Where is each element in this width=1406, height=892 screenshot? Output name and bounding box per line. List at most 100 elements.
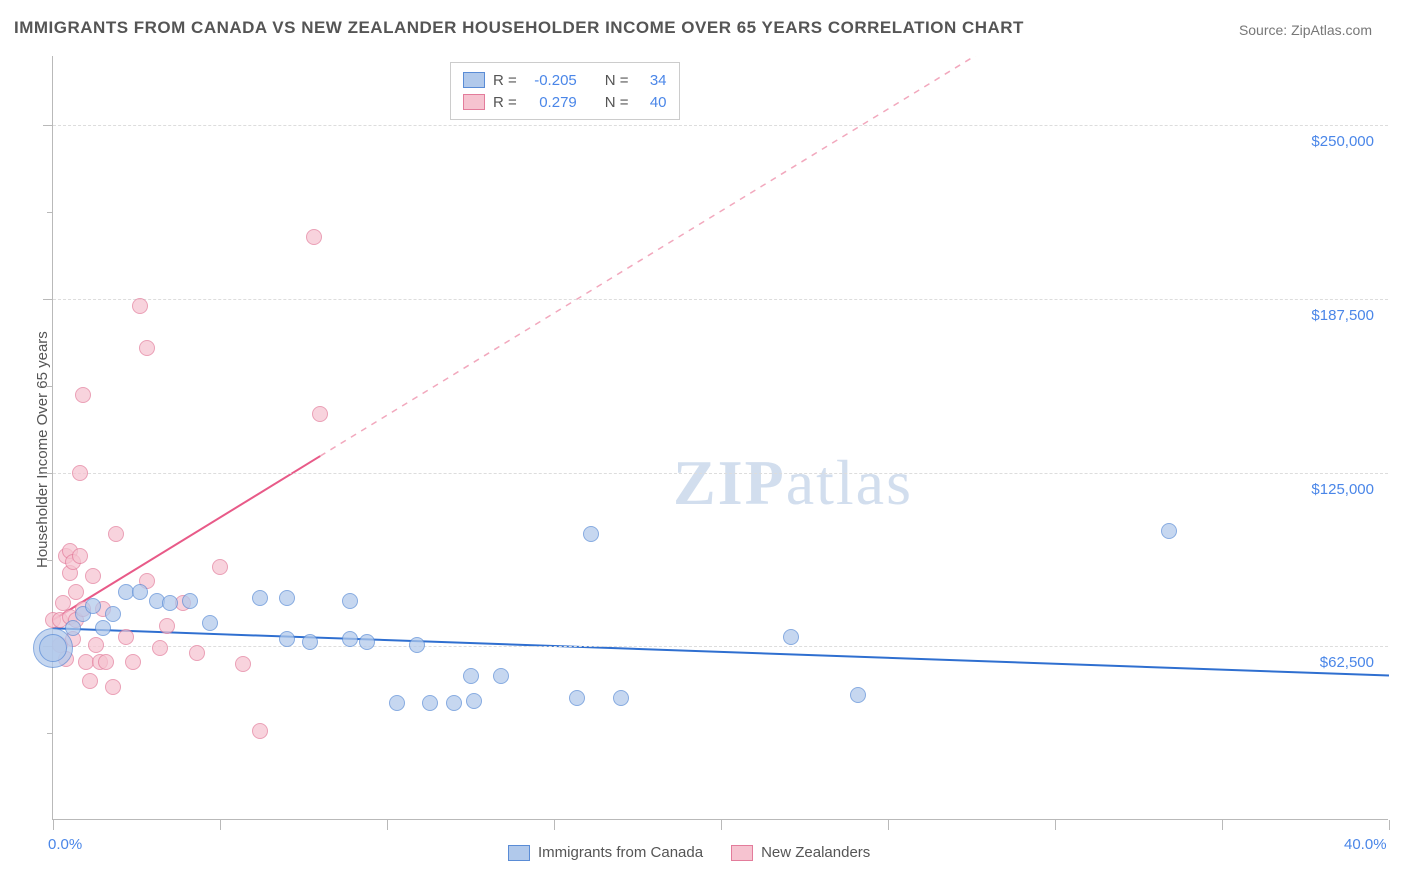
legend-swatch bbox=[731, 845, 753, 861]
trend-lines-svg bbox=[53, 56, 1389, 820]
scatter-point-blue bbox=[65, 620, 81, 636]
legend-r-prefix: R = bbox=[493, 94, 517, 111]
x-tick bbox=[554, 820, 555, 830]
legend-r-value: -0.205 bbox=[525, 72, 577, 89]
scatter-point-pink bbox=[68, 584, 84, 600]
y-tick-label: $125,000 bbox=[1311, 481, 1374, 498]
watermark-bold: ZIP bbox=[673, 447, 786, 518]
scatter-point-pink bbox=[85, 568, 101, 584]
scatter-point-blue bbox=[466, 693, 482, 709]
scatter-point-pink bbox=[235, 656, 251, 672]
scatter-point-blue bbox=[39, 634, 67, 662]
x-tick bbox=[888, 820, 889, 830]
scatter-point-pink bbox=[88, 637, 104, 653]
y-tick-minor bbox=[47, 386, 53, 387]
legend-series-label: Immigrants from Canada bbox=[538, 844, 703, 861]
stats-legend: R = -0.205 N = 34 R = 0.279 N = 40 bbox=[450, 62, 680, 120]
scatter-point-pink bbox=[132, 298, 148, 314]
gridline-h bbox=[53, 473, 1388, 474]
x-tick bbox=[53, 820, 54, 830]
scatter-point-blue bbox=[446, 695, 462, 711]
y-tick-minor bbox=[47, 733, 53, 734]
stats-legend-row: R = -0.205 N = 34 bbox=[463, 69, 667, 91]
scatter-point-pink bbox=[108, 526, 124, 542]
scatter-point-pink bbox=[189, 645, 205, 661]
source-attribution: Source: ZipAtlas.com bbox=[1239, 22, 1372, 38]
x-tick bbox=[220, 820, 221, 830]
scatter-point-pink bbox=[159, 618, 175, 634]
scatter-point-blue bbox=[279, 631, 295, 647]
legend-series-label: New Zealanders bbox=[761, 844, 870, 861]
scatter-point-blue bbox=[342, 631, 358, 647]
scatter-point-pink bbox=[72, 548, 88, 564]
scatter-point-blue bbox=[302, 634, 318, 650]
scatter-point-blue bbox=[583, 526, 599, 542]
y-tick-label: $62,500 bbox=[1320, 654, 1374, 671]
gridline-h bbox=[53, 299, 1388, 300]
scatter-point-pink bbox=[139, 340, 155, 356]
gridline-h bbox=[53, 646, 1388, 647]
scatter-point-pink bbox=[152, 640, 168, 656]
y-tick-minor bbox=[47, 560, 53, 561]
x-tick bbox=[1055, 820, 1056, 830]
legend-n-value: 34 bbox=[637, 72, 667, 89]
x-tick bbox=[1222, 820, 1223, 830]
scatter-point-blue bbox=[342, 593, 358, 609]
scatter-point-blue bbox=[409, 637, 425, 653]
scatter-point-blue bbox=[162, 595, 178, 611]
scatter-point-pink bbox=[98, 654, 114, 670]
scatter-point-pink bbox=[75, 387, 91, 403]
scatter-point-pink bbox=[82, 673, 98, 689]
series-legend-item: Immigrants from Canada bbox=[508, 844, 703, 861]
y-axis-label: Householder Income Over 65 years bbox=[34, 331, 51, 568]
x-axis-min-label: 0.0% bbox=[48, 836, 82, 853]
scatter-point-pink bbox=[212, 559, 228, 575]
scatter-point-blue bbox=[105, 606, 121, 622]
y-tick-minor bbox=[47, 212, 53, 213]
legend-swatch bbox=[463, 94, 485, 110]
y-tick bbox=[43, 125, 53, 126]
scatter-point-pink bbox=[312, 406, 328, 422]
legend-swatch bbox=[508, 845, 530, 861]
scatter-point-pink bbox=[105, 679, 121, 695]
scatter-point-blue bbox=[850, 687, 866, 703]
scatter-point-pink bbox=[252, 723, 268, 739]
stats-legend-row: R = 0.279 N = 40 bbox=[463, 91, 667, 113]
chart-title: IMMIGRANTS FROM CANADA VS NEW ZEALANDER … bbox=[14, 18, 1024, 38]
x-tick bbox=[387, 820, 388, 830]
scatter-point-blue bbox=[85, 598, 101, 614]
series-legend-item: New Zealanders bbox=[731, 844, 870, 861]
scatter-point-pink bbox=[72, 465, 88, 481]
scatter-point-blue bbox=[389, 695, 405, 711]
series-legend: Immigrants from Canada New Zealanders bbox=[508, 844, 870, 861]
legend-r-prefix: R = bbox=[493, 72, 517, 89]
scatter-point-blue bbox=[182, 593, 198, 609]
scatter-point-blue bbox=[95, 620, 111, 636]
scatter-point-blue bbox=[783, 629, 799, 645]
scatter-point-blue bbox=[202, 615, 218, 631]
plot-area: ZIPatlas $62,500$125,000$187,500$250,000 bbox=[52, 56, 1388, 820]
scatter-point-blue bbox=[422, 695, 438, 711]
y-tick bbox=[43, 299, 53, 300]
legend-n-prefix: N = bbox=[605, 72, 629, 89]
legend-n-prefix: N = bbox=[605, 94, 629, 111]
scatter-point-blue bbox=[569, 690, 585, 706]
y-tick-label: $250,000 bbox=[1311, 133, 1374, 150]
gridline-h bbox=[53, 125, 1388, 126]
scatter-point-pink bbox=[118, 629, 134, 645]
legend-n-value: 40 bbox=[637, 94, 667, 111]
scatter-point-pink bbox=[306, 229, 322, 245]
scatter-point-blue bbox=[252, 590, 268, 606]
watermark: ZIPatlas bbox=[673, 446, 913, 520]
x-axis-max-label: 40.0% bbox=[1344, 836, 1387, 853]
legend-r-value: 0.279 bbox=[525, 94, 577, 111]
x-tick bbox=[1389, 820, 1390, 830]
watermark-rest: atlas bbox=[786, 447, 913, 518]
x-tick bbox=[721, 820, 722, 830]
scatter-point-blue bbox=[279, 590, 295, 606]
scatter-point-pink bbox=[125, 654, 141, 670]
scatter-point-blue bbox=[613, 690, 629, 706]
scatter-point-blue bbox=[1161, 523, 1177, 539]
legend-swatch bbox=[463, 72, 485, 88]
y-tick bbox=[43, 473, 53, 474]
